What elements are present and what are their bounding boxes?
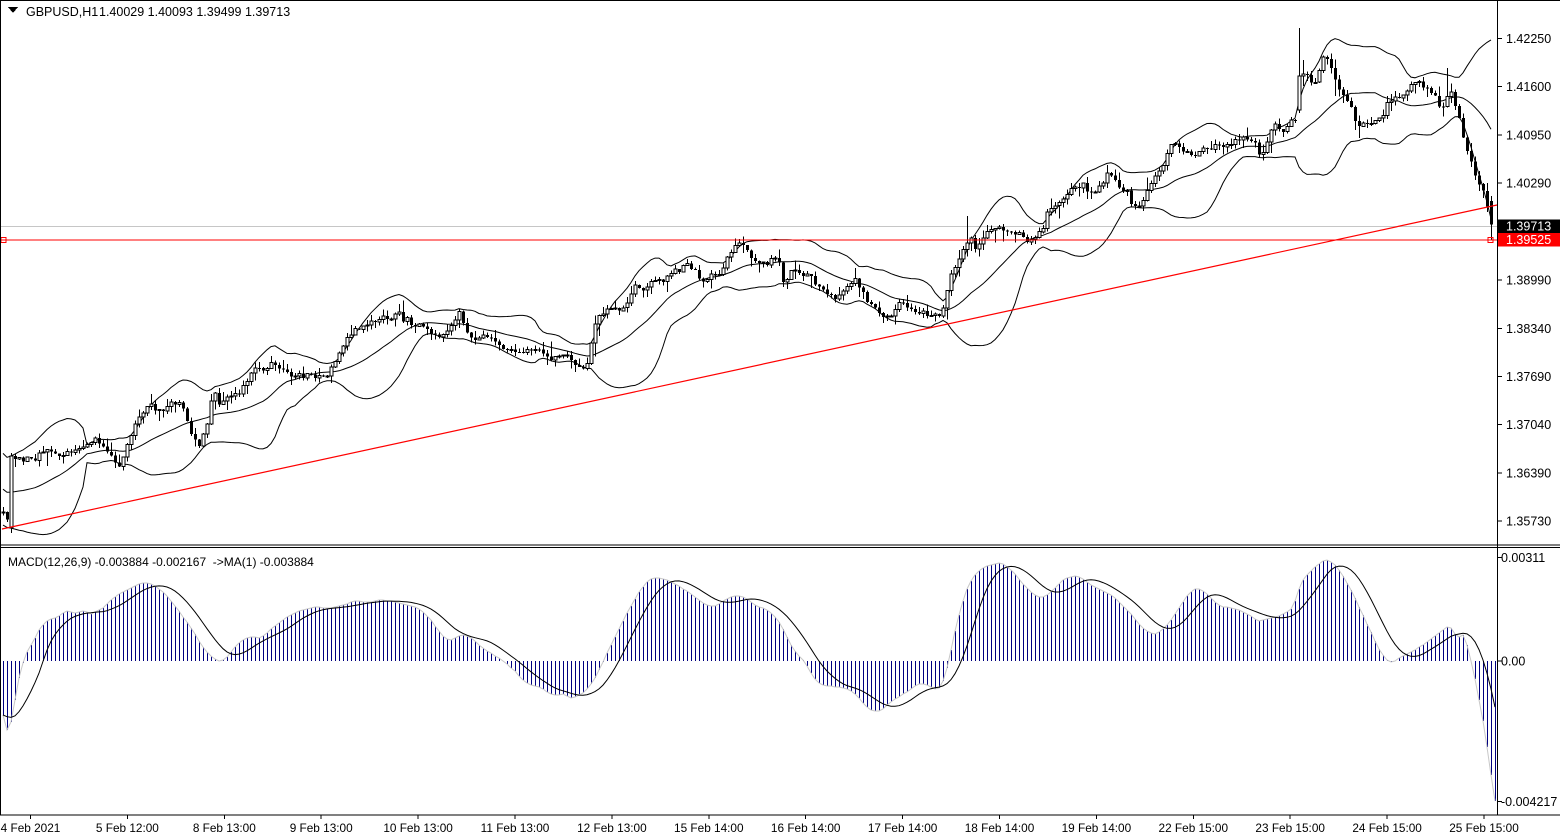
svg-text:1.42250: 1.42250 (1506, 32, 1551, 46)
svg-text:1.41600: 1.41600 (1506, 80, 1551, 94)
svg-text:23 Feb 15:00: 23 Feb 15:00 (1255, 821, 1325, 835)
svg-text:10 Feb 13:00: 10 Feb 13:00 (383, 821, 453, 835)
svg-text:22 Feb 15:00: 22 Feb 15:00 (1159, 821, 1229, 835)
svg-text:15 Feb 14:00: 15 Feb 14:00 (674, 821, 744, 835)
svg-text:12 Feb 13:00: 12 Feb 13:00 (577, 821, 647, 835)
svg-text:-0.004217: -0.004217 (1501, 795, 1557, 809)
svg-text:24 Feb 15:00: 24 Feb 15:00 (1352, 821, 1422, 835)
svg-text:1.40950: 1.40950 (1506, 128, 1551, 142)
svg-text:18 Feb 14:00: 18 Feb 14:00 (965, 821, 1035, 835)
svg-text:1.37690: 1.37690 (1506, 370, 1551, 384)
svg-text:25 Feb 15:00: 25 Feb 15:00 (1449, 821, 1519, 835)
svg-text:1.38340: 1.38340 (1506, 322, 1551, 336)
svg-text:1.39525: 1.39525 (1506, 233, 1551, 247)
svg-text:1.39713: 1.39713 (1506, 220, 1551, 234)
svg-text:0.00311: 0.00311 (1501, 551, 1545, 565)
svg-text:1.40029 1.40093 1.39499 1.3971: 1.40029 1.40093 1.39499 1.39713 (99, 5, 290, 19)
svg-text:5 Feb 12:00: 5 Feb 12:00 (96, 821, 159, 835)
svg-text:1.35730: 1.35730 (1506, 515, 1551, 529)
svg-text:1.37040: 1.37040 (1506, 418, 1551, 432)
svg-text:17 Feb 14:00: 17 Feb 14:00 (868, 821, 938, 835)
svg-text:9 Feb 13:00: 9 Feb 13:00 (290, 821, 353, 835)
svg-text:8 Feb 13:00: 8 Feb 13:00 (193, 821, 256, 835)
svg-text:1.38990: 1.38990 (1506, 274, 1551, 288)
svg-text:1.40290: 1.40290 (1506, 177, 1551, 191)
svg-text:1.36390: 1.36390 (1506, 466, 1551, 480)
svg-text:11 Feb 13:00: 11 Feb 13:00 (481, 821, 550, 835)
svg-text:19 Feb 14:00: 19 Feb 14:00 (1062, 821, 1132, 835)
svg-text:4 Feb 2021: 4 Feb 2021 (1, 821, 61, 835)
svg-text:0.00: 0.00 (1501, 655, 1525, 669)
svg-text:16 Feb 14:00: 16 Feb 14:00 (771, 821, 841, 835)
svg-text:MACD(12,26,9) -0.003884 -0.002: MACD(12,26,9) -0.003884 -0.002167 ->MA(1… (8, 555, 314, 569)
svg-text:GBPUSD,H1: GBPUSD,H1 (26, 5, 98, 19)
